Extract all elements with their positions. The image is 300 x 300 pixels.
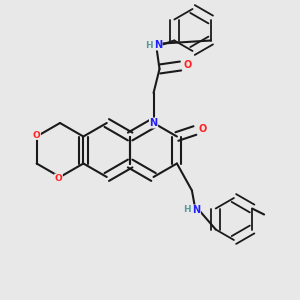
Text: N: N <box>192 205 200 215</box>
Text: O: O <box>55 174 62 183</box>
Text: N: N <box>154 40 162 50</box>
Text: N: N <box>149 118 158 128</box>
Text: O: O <box>33 130 41 140</box>
Text: H: H <box>145 40 153 50</box>
Text: O: O <box>198 124 206 134</box>
Text: H: H <box>184 206 191 214</box>
Text: O: O <box>184 59 192 70</box>
